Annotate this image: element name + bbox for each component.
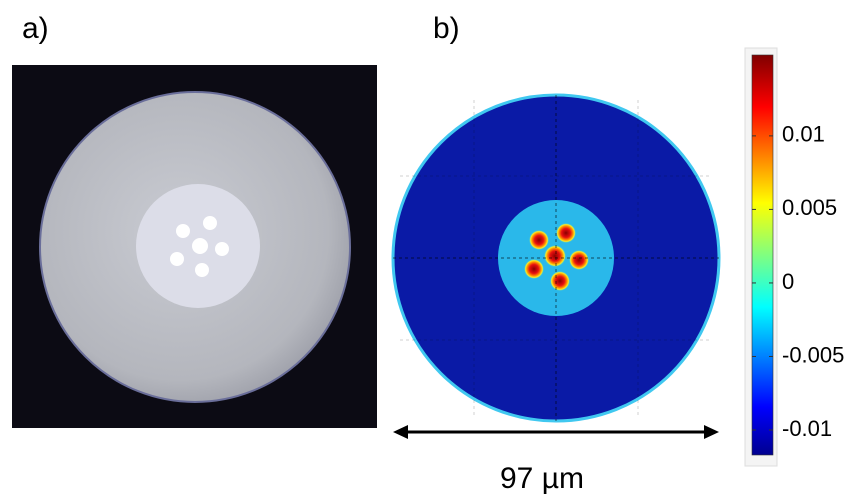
colorbar-tick-label: 0.01: [782, 122, 825, 147]
index-profile: [393, 95, 719, 421]
colorbar-tick-label: 0: [782, 269, 794, 294]
colorbar-tick-label: 0.005: [782, 195, 837, 220]
figure: a) b) 0.01 0.005 0 -0.005 -0.01: [0, 0, 865, 504]
fiber-photo: [12, 65, 377, 428]
scale-label: 97 µm: [500, 462, 584, 495]
colorbar: [745, 48, 777, 466]
panel-label: a): [22, 12, 49, 45]
scale-bar: [393, 425, 719, 439]
panel-label: b): [433, 12, 460, 45]
colorbar-tick-label: -0.01: [782, 416, 832, 441]
colorbar-tick-label: -0.005: [782, 342, 844, 367]
